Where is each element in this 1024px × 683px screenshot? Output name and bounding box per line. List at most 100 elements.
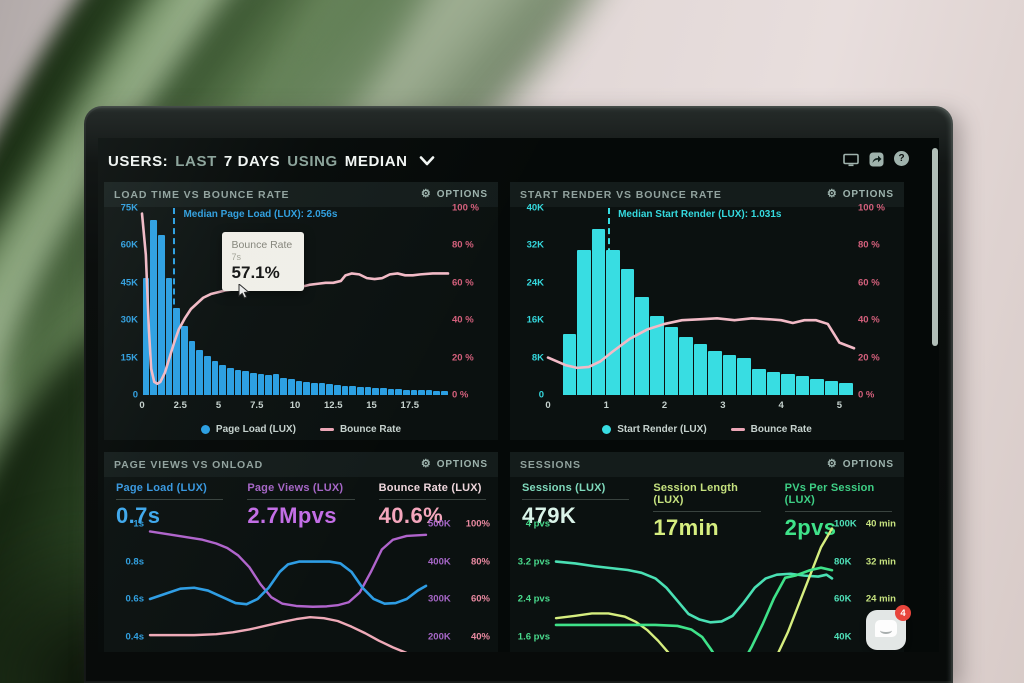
bar[interactable] [226,367,234,395]
y-tick: 500K [428,518,451,530]
bar[interactable] [280,377,288,395]
bar[interactable] [372,387,379,395]
bar[interactable] [341,385,349,395]
bar[interactable] [203,356,211,395]
options-label: OPTIONS [436,459,488,470]
bar[interactable] [781,373,795,395]
bar-series-page-load [142,208,448,395]
chat-widget-button[interactable]: 4 [866,605,911,650]
scrollbar-thumb[interactable] [932,148,938,346]
plot-area [556,513,832,652]
bar[interactable] [679,336,693,395]
bar[interactable] [708,350,722,395]
bar[interactable] [810,378,824,395]
bar[interactable] [664,327,679,395]
options-button[interactable]: ⚙ OPTIONS [421,459,488,471]
bar[interactable] [387,388,395,395]
bar[interactable] [150,220,158,395]
bar[interactable] [795,376,810,395]
bar[interactable] [577,250,591,395]
line-pvs_per_session [738,568,832,652]
plot-area [150,513,426,652]
bar[interactable] [737,357,751,395]
bar[interactable] [356,386,364,395]
bar[interactable] [766,371,781,395]
bar[interactable] [288,379,295,395]
bar[interactable] [318,383,326,395]
bar[interactable] [242,371,249,395]
bar[interactable] [303,381,311,395]
bar[interactable] [265,375,272,395]
legend-label: Page Load (LUX) [215,424,296,435]
bar[interactable] [379,388,387,395]
y-tick: 100 % [858,202,885,214]
bar[interactable] [234,369,242,395]
bar[interactable] [395,389,402,395]
notification-badge: 4 [895,605,911,621]
metric-page-views: Page Views (LUX) 2.7Mpvs [247,482,355,529]
panel-header: SESSIONS ⚙ OPTIONS [510,452,904,477]
y-tick: 80 % [452,239,474,251]
legend-item-start-render[interactable]: Start Render (LUX) [602,424,707,435]
bar[interactable] [402,389,410,395]
line-page_views [150,531,426,606]
bar[interactable] [620,268,635,395]
bar[interactable] [635,296,649,395]
chevron-down-icon [419,156,435,166]
bar[interactable] [188,341,196,395]
bar[interactable] [295,380,303,395]
bar[interactable] [364,387,372,395]
bar[interactable] [211,361,219,395]
bar[interactable] [418,390,425,395]
share-icon[interactable] [868,151,885,168]
options-button[interactable]: ⚙ OPTIONS [827,459,894,471]
legend-item-page-load[interactable]: Page Load (LUX) [200,424,296,435]
bar[interactable] [249,372,257,395]
bar[interactable] [219,365,226,395]
x-tick: 2.5 [173,400,187,411]
users-period-dropdown[interactable]: USERS: LAST 7 DAYS USING MEDIAN [108,148,435,174]
bar[interactable] [722,355,737,395]
bar[interactable] [824,380,839,395]
y-tick: 32K [526,239,544,251]
bar[interactable] [591,229,606,395]
bar[interactable] [562,334,577,395]
y-tick: 0.4s [125,631,145,643]
options-label: OPTIONS [842,459,894,470]
bar[interactable] [334,384,341,395]
y-tick: 75K [120,202,138,214]
dropdown-label-using: USING [287,152,338,170]
bar[interactable] [693,343,708,395]
metric-value: 17min [653,515,719,540]
bar[interactable] [311,382,318,395]
options-button[interactable]: ⚙ OPTIONS [827,189,894,201]
bar[interactable] [142,277,150,395]
bar[interactable] [173,307,180,395]
bar[interactable] [441,390,448,395]
bar[interactable] [650,315,664,395]
bar[interactable] [257,373,265,395]
bar[interactable] [181,326,188,395]
bar[interactable] [349,386,356,395]
bar[interactable] [272,374,280,395]
bar[interactable] [752,369,766,395]
y-axis-left: 1s 0.8s 0.6s 0.4s [112,513,146,652]
bar[interactable] [410,389,418,395]
session-length-line [556,513,832,652]
bar[interactable] [158,235,165,395]
bar[interactable] [433,390,441,395]
display-icon[interactable] [842,151,859,168]
bar[interactable] [196,350,203,395]
help-icon[interactable]: ? [894,151,909,166]
bar[interactable] [165,277,173,395]
options-button[interactable]: ⚙ OPTIONS [421,189,488,201]
bar[interactable] [839,383,853,395]
bar[interactable] [326,384,333,395]
legend-item-bounce-rate[interactable]: Bounce Rate [319,424,401,435]
x-tick: 5 [836,400,843,411]
metric-value: 40.6% [378,503,444,528]
dropdown-label-days: 7 DAYS [223,152,281,170]
legend-item-bounce-rate[interactable]: Bounce Rate [730,424,812,435]
y-tick: 60 % [452,277,474,289]
bar[interactable] [425,390,433,395]
